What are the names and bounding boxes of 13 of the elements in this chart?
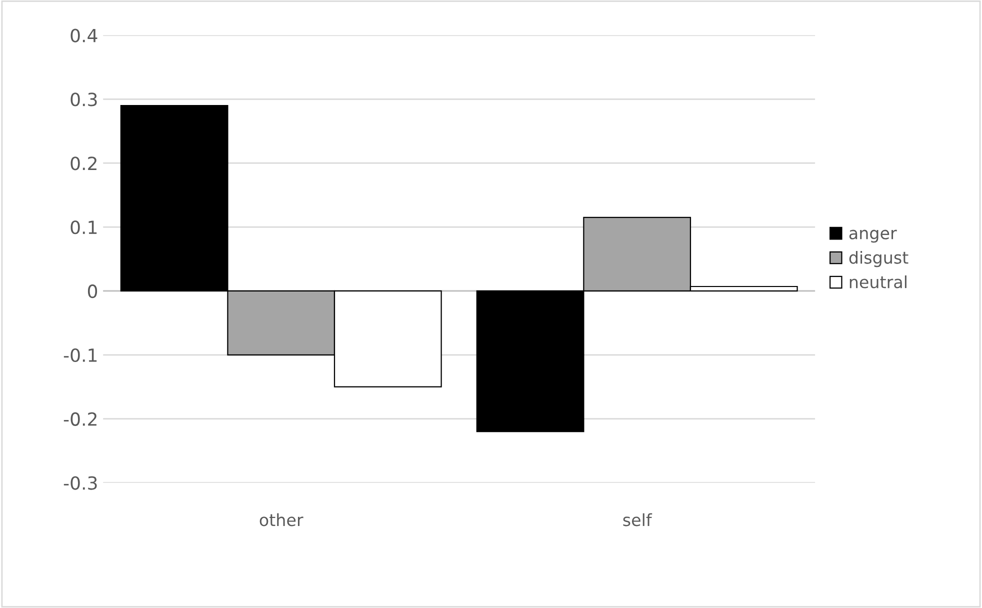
y-tick-label: 0.4: [70, 28, 98, 42]
x-tick-label: other: [260, 513, 304, 526]
y-tick-label: -0.3: [64, 476, 97, 490]
y-tick-label: 0.2: [70, 156, 96, 170]
y-tick-label: -0.2: [64, 412, 96, 426]
y-tick-label: 0.3: [70, 92, 97, 106]
y-tick-label: 0: [88, 284, 98, 298]
x-tick-label: self: [623, 513, 652, 526]
y-tick-label: 0.1: [70, 220, 97, 234]
legend-label: neutral: [850, 275, 906, 288]
legend-label: anger: [849, 230, 897, 243]
legend-label: disgust: [849, 250, 908, 268]
y-tick-label: -0.1: [64, 348, 97, 362]
